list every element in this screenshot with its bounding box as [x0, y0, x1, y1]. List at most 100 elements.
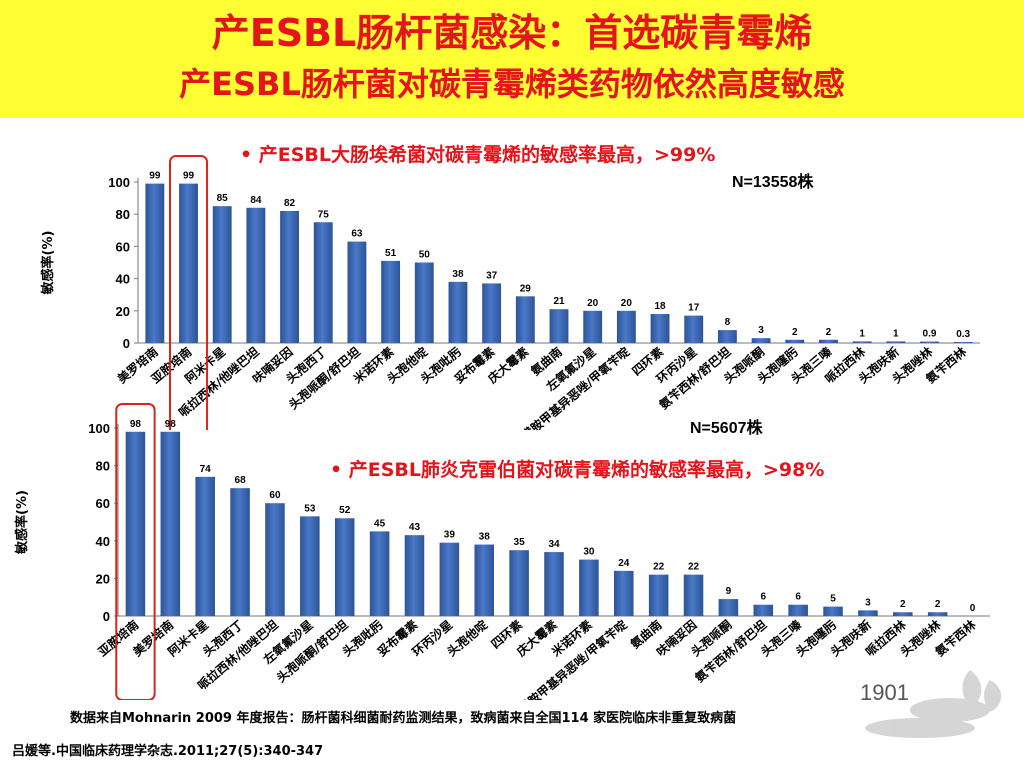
bar-value-label: 2: [900, 599, 906, 610]
bar: [265, 503, 285, 616]
bar: [509, 550, 529, 616]
bar-value-label: 50: [419, 250, 431, 261]
bar-value-label: 30: [583, 547, 595, 558]
bar-value-label: 3: [865, 597, 871, 608]
bar-value-label: 1: [893, 328, 899, 339]
bar-value-label: 9: [726, 586, 732, 597]
bar: [195, 476, 215, 616]
bar: [579, 559, 599, 616]
page-title: 产ESBL肠杆菌感染：首选碳青霉烯: [211, 11, 813, 55]
y-tick-label: 60: [96, 496, 110, 511]
bar-value-label: 24: [618, 558, 630, 569]
bar-value-label: 5: [830, 594, 836, 605]
bar-value-label: 99: [149, 171, 161, 182]
bar: [684, 315, 704, 343]
chart1-n-label: N=13558株: [732, 174, 814, 191]
bar: [448, 281, 468, 343]
bar: [683, 574, 704, 616]
bar: [613, 570, 634, 616]
y-axis-label: 敏感率(%): [40, 231, 56, 296]
bar-value-label: 0.3: [956, 329, 970, 340]
bar-value-label: 60: [269, 490, 281, 501]
bar: [369, 531, 390, 616]
bar: [717, 330, 737, 343]
bar-value-label: 43: [409, 522, 421, 533]
bar-value-label: 51: [385, 248, 397, 259]
bar-value-label: 6: [795, 592, 801, 603]
bar-value-label: 3: [758, 325, 764, 336]
bar: [823, 606, 843, 616]
bar-value-label: 53: [304, 503, 316, 514]
y-axis-label: 敏感率(%): [14, 490, 30, 555]
bar: [920, 341, 939, 343]
bar: [616, 310, 636, 343]
bar-value-label: 2: [935, 599, 941, 610]
bar: [785, 339, 805, 343]
bar: [718, 599, 739, 616]
y-tick-label: 0: [123, 336, 130, 351]
bar-value-label: 38: [452, 269, 464, 280]
bar: [145, 183, 165, 343]
bar-value-label: 85: [217, 193, 229, 204]
bar: [230, 488, 250, 616]
bar-value-label: 1: [859, 328, 865, 339]
bar: [549, 309, 569, 343]
y-tick-label: 100: [88, 421, 110, 436]
page-subtitle: 产ESBL肠杆菌对碳青霉烯类药物依然高度敏感: [179, 65, 845, 103]
bar: [414, 262, 434, 343]
bar-value-label: 99: [183, 171, 195, 182]
bar: [280, 210, 299, 343]
bar: [515, 296, 535, 343]
bar-value-label: 20: [587, 298, 599, 309]
logo-text: 1901: [860, 680, 909, 705]
y-tick-label: 40: [96, 534, 110, 549]
bar: [953, 342, 973, 343]
chart2-bullet: • 产ESBL肺炎克雷伯菌对碳青霉烯的敏感率最高，>98%: [330, 459, 825, 481]
bar: [852, 341, 872, 343]
title-banner: 产ESBL肠杆菌感染：首选碳青霉烯 产ESBL肠杆菌对碳青霉烯类药物依然高度敏感: [0, 0, 1024, 118]
bar-value-label: 6: [760, 592, 766, 603]
bar-value-label: 98: [165, 419, 177, 430]
bar: [404, 535, 425, 616]
bar: [125, 431, 146, 616]
bar: [648, 574, 669, 616]
bar: [886, 341, 906, 343]
highlight-box: [168, 155, 209, 430]
bar-value-label: 22: [653, 562, 665, 573]
chart2-n-label: N=5607株: [690, 420, 763, 437]
y-tick-label: 0: [103, 609, 110, 624]
bar-value-label: 2: [826, 327, 832, 338]
bar: [751, 338, 771, 343]
y-tick-label: 40: [116, 272, 130, 287]
bar: [179, 183, 198, 343]
bar-value-label: 20: [621, 298, 633, 309]
bar: [347, 241, 367, 343]
bar: [927, 612, 948, 616]
bar: [788, 604, 808, 616]
highlight-box: [115, 403, 156, 700]
bar-value-label: 35: [514, 537, 526, 548]
y-tick-label: 20: [116, 304, 130, 319]
bar: [544, 552, 564, 616]
bar-value-label: 0.9: [923, 329, 937, 340]
bar-value-label: 75: [318, 209, 330, 220]
y-tick-label: 20: [96, 571, 110, 586]
kpneumoniae-sensitivity-chart: 020406080100敏感率(%)98亚胺培南98美罗培南74阿米卡星68头孢…: [14, 403, 990, 700]
bar: [300, 516, 320, 616]
bar: [819, 339, 838, 343]
y-tick-label: 60: [116, 239, 130, 254]
bar: [160, 431, 181, 616]
y-tick-label: 80: [96, 459, 110, 474]
bar: [246, 207, 266, 343]
bar-value-label: 63: [351, 229, 363, 240]
bar-value-label: 74: [200, 464, 212, 475]
bar: [753, 604, 774, 616]
bar-value-label: 38: [479, 532, 491, 543]
bar-value-label: 82: [284, 198, 296, 209]
bar: [439, 542, 460, 616]
bar-value-label: 18: [654, 301, 666, 312]
bar-value-label: 21: [553, 296, 565, 307]
y-tick-label: 100: [108, 175, 130, 190]
y-tick-label: 80: [116, 207, 130, 222]
bar-value-label: 22: [688, 562, 700, 573]
